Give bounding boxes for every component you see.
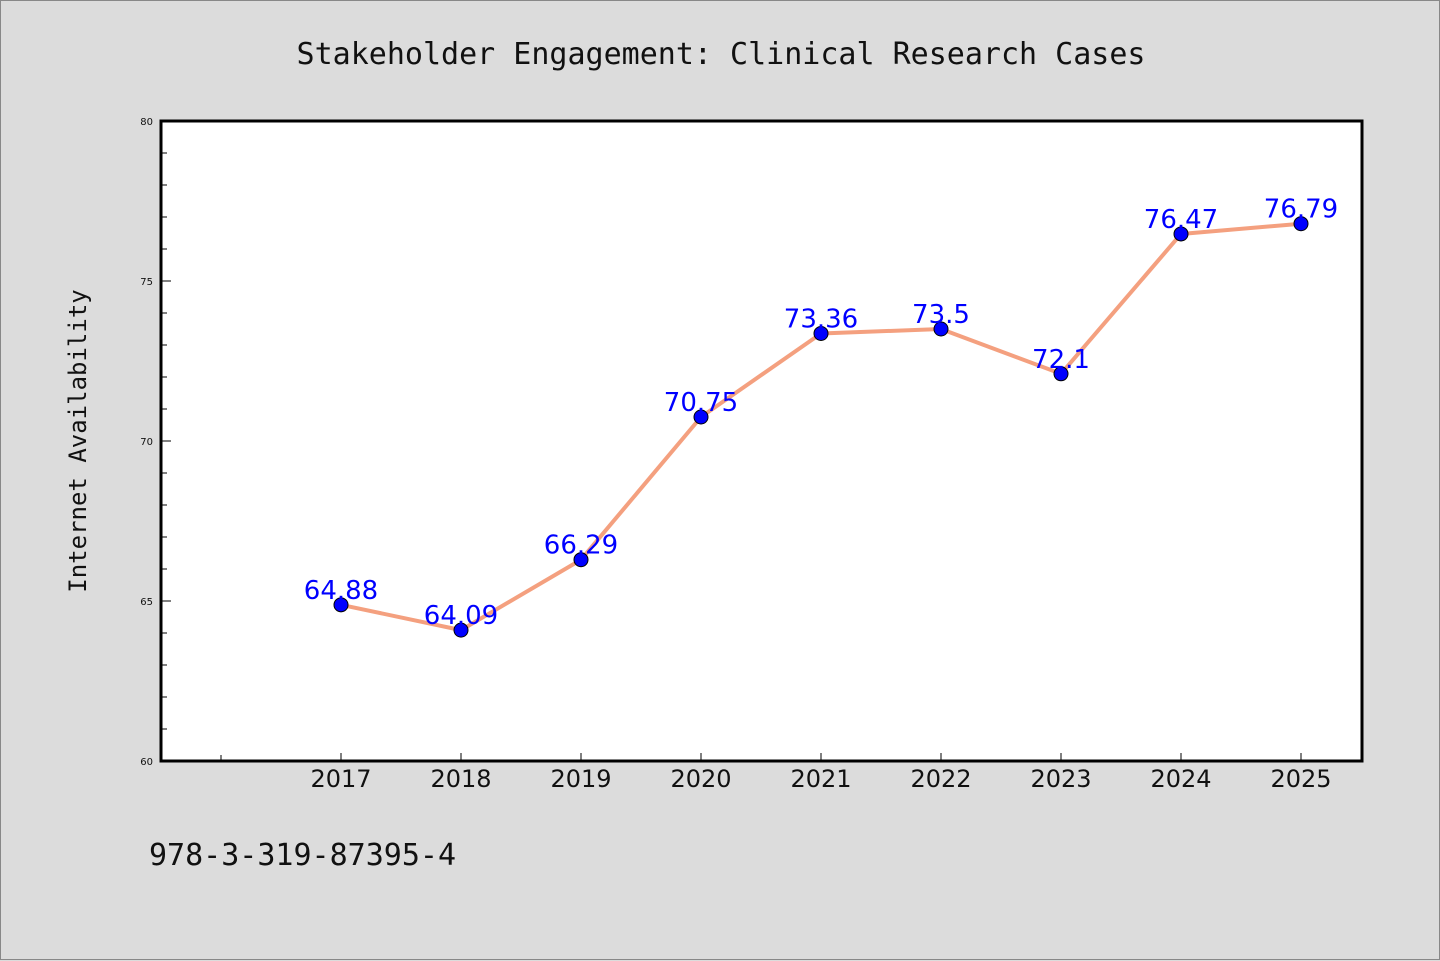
y-axis-ticks: 60 65 70 75 80 bbox=[140, 117, 171, 768]
x-tick-label: 2019 bbox=[550, 765, 611, 793]
x-tick-label: 2020 bbox=[670, 765, 731, 793]
x-tick-label: 2025 bbox=[1270, 765, 1331, 793]
series-markers bbox=[333, 216, 1309, 638]
data-label: 64.88 bbox=[304, 576, 378, 606]
data-label: 66.29 bbox=[544, 531, 618, 561]
data-label: 64.09 bbox=[424, 601, 498, 631]
x-tick-label: 2023 bbox=[1030, 765, 1091, 793]
data-point bbox=[453, 622, 469, 638]
y-tick-label: 60 bbox=[140, 757, 153, 768]
data-point bbox=[1293, 216, 1309, 232]
data-point bbox=[933, 321, 949, 337]
x-tick-label: 2021 bbox=[790, 765, 851, 793]
y-tick-label: 70 bbox=[140, 437, 153, 448]
y-axis-label: Internet Availability bbox=[64, 289, 92, 592]
data-point bbox=[1053, 366, 1069, 382]
x-tick-label: 2018 bbox=[430, 765, 491, 793]
data-labels: 64.88 64.09 66.29 70.75 73.36 73.5 72.1 76.47 76… bbox=[304, 195, 1338, 631]
data-label: 76.47 bbox=[1144, 205, 1218, 235]
y-tick-label: 65 bbox=[140, 597, 153, 608]
data-point bbox=[693, 409, 709, 425]
data-label: 72.1 bbox=[1032, 345, 1090, 375]
data-point bbox=[813, 325, 829, 341]
y-tick-label: 75 bbox=[140, 277, 153, 288]
plot-area bbox=[159, 119, 1364, 763]
data-label: 73.36 bbox=[784, 304, 858, 334]
x-tick-label: 2022 bbox=[910, 765, 971, 793]
data-label: 70.75 bbox=[664, 388, 738, 418]
data-label: 76.79 bbox=[1264, 195, 1338, 225]
x-tick-label: 2024 bbox=[1150, 765, 1211, 793]
data-label: 73.5 bbox=[912, 300, 970, 330]
x-axis-ticks: 2017 2018 2019 2020 2021 2022 2023 2024 2025 bbox=[220, 753, 1332, 793]
x-tick-label: 2017 bbox=[310, 765, 371, 793]
isbn-label: 978-3-319-87395-4 bbox=[149, 838, 456, 873]
data-point bbox=[1173, 226, 1189, 242]
chart-title: Stakeholder Engagement: Clinical Researc… bbox=[297, 37, 1146, 72]
y-tick-label: 80 bbox=[140, 117, 153, 128]
data-point bbox=[333, 597, 349, 613]
data-point bbox=[573, 552, 589, 568]
